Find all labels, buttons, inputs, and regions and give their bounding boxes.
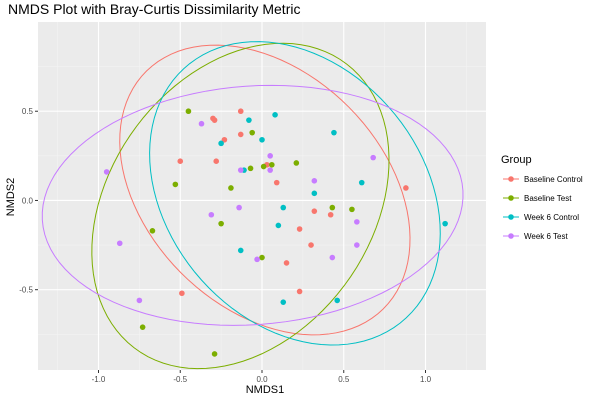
legend-label: Baseline Test [524, 194, 572, 203]
point-week-6-control [358, 179, 365, 186]
point-baseline-test [260, 163, 267, 170]
confidence-ellipses [41, 41, 464, 370]
point-week-6-control [275, 222, 282, 229]
point-week-6-test [267, 153, 273, 159]
point-week-6-test [103, 169, 110, 175]
point-baseline-test [218, 220, 224, 227]
chart-title: NMDS Plot with Bray-Curtis Dissimilarity… [8, 1, 300, 17]
legend-key-dot [508, 176, 514, 182]
y-tick-label: -0.5 [19, 286, 33, 295]
point-baseline-test [228, 185, 234, 191]
point-week-6-test [267, 167, 273, 173]
legend-label: Week 6 Control [524, 213, 579, 222]
point-week-6-test [198, 120, 205, 127]
point-week-6-control [246, 117, 252, 123]
legend-key-dot [508, 195, 514, 201]
legend: Group Baseline Control Baseline Test Week … [501, 154, 583, 241]
x-axis-title: NMDS1 [246, 384, 285, 396]
grid-lines [38, 22, 486, 370]
legend-title: Group [501, 154, 532, 166]
data-points [103, 108, 448, 357]
legend-label: Week 6 Test [524, 232, 569, 241]
x-tick-label: 1.0 [420, 375, 432, 384]
point-week-6-test [136, 297, 143, 304]
legend-item-week-6-control: Week 6 Control [503, 213, 579, 222]
point-week-6-test [354, 242, 360, 248]
point-week-6-test [236, 204, 242, 211]
point-week-6-test [329, 254, 336, 261]
point-week-6-control [272, 112, 278, 118]
x-tick-label: 0.5 [338, 375, 350, 384]
point-baseline-test [139, 324, 146, 330]
point-baseline-test [211, 351, 218, 357]
point-baseline-control [237, 108, 244, 115]
point-baseline-test [259, 254, 265, 261]
x-tick-label: 0.0 [256, 375, 268, 384]
point-baseline-control [273, 179, 280, 186]
legend-key-dot [508, 233, 514, 239]
point-baseline-test [293, 160, 300, 166]
point-baseline-test [185, 108, 192, 115]
x-tick-label: -1.0 [92, 375, 106, 384]
point-week-6-control [334, 297, 341, 304]
point-baseline-control [237, 131, 244, 138]
point-baseline-control [308, 242, 314, 248]
point-baseline-test [349, 206, 355, 213]
point-week-6-test [354, 219, 360, 225]
point-week-6-control [311, 190, 318, 197]
point-baseline-control [327, 211, 334, 218]
ellipse-baseline-control [119, 44, 411, 336]
axes: -1.0 -0.5 0.0 0.5 1.0 -0.5 0.0 0.5 [19, 107, 431, 384]
x-tick-label: -0.5 [173, 375, 187, 384]
point-baseline-control [296, 288, 303, 295]
point-week-6-control [259, 136, 265, 143]
point-baseline-test [172, 181, 179, 188]
point-baseline-test [249, 129, 255, 136]
legend-item-week-6-test: Week 6 Test [503, 232, 569, 241]
point-baseline-control [211, 117, 218, 123]
point-baseline-control [177, 158, 184, 164]
point-baseline-test [329, 204, 336, 211]
point-week-6-test [237, 167, 244, 173]
ellipse-week-6-test [41, 84, 464, 326]
y-axis-title: NMDS2 [5, 178, 17, 217]
point-baseline-control [403, 185, 409, 191]
point-week-6-control [331, 129, 337, 136]
point-baseline-control [213, 158, 220, 164]
ellipse-week-6-control [149, 41, 441, 346]
point-week-6-test [208, 211, 215, 218]
point-baseline-control [179, 290, 185, 297]
point-baseline-test [247, 165, 254, 172]
point-week-6-control [237, 247, 244, 254]
point-baseline-test [269, 161, 275, 168]
point-week-6-control [280, 204, 287, 211]
point-week-6-test [370, 154, 376, 161]
legend-item-baseline-control: Baseline Control [503, 175, 583, 184]
point-week-6-control [280, 299, 287, 305]
point-week-6-control [218, 140, 224, 147]
legend-key-dot [508, 214, 514, 220]
point-week-6-test [254, 256, 260, 263]
y-tick-label: 0.0 [22, 196, 34, 205]
point-baseline-control [283, 260, 290, 266]
point-week-6-test [311, 178, 318, 184]
point-baseline-control [296, 226, 303, 232]
point-week-6-test [116, 240, 123, 247]
point-baseline-control [311, 208, 318, 214]
point-baseline-control [221, 136, 228, 143]
legend-label: Baseline Control [524, 175, 583, 184]
point-baseline-test [149, 228, 156, 234]
ellipse-baseline-test [91, 42, 390, 370]
point-week-6-control [442, 220, 448, 227]
y-tick-label: 0.5 [22, 107, 34, 116]
legend-item-baseline-test: Baseline Test [503, 194, 572, 203]
